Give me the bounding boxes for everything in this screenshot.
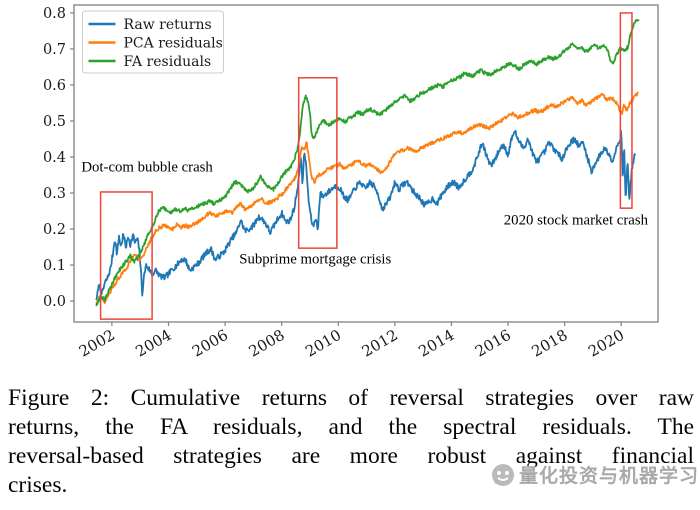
caption-line: returns, the FA residuals, and the spect… [8,414,694,440]
x-tick-label: 2004 [132,326,174,361]
y-tick-label: 0.0 [43,294,66,310]
legend-label: Raw returns [124,17,212,33]
x-tick-label: 2008 [246,326,288,361]
x-tick-label: 2014 [415,326,457,361]
x-tick-label: 2012 [359,326,401,361]
x-tick-label: 2020 [585,326,627,361]
cumulative-returns-chart: 0.0 0.1 0.2 0.3 0.4 0.5 0.6 0.7 0.8 2002 2004 2006 2… [43,4,659,361]
y-tick-label: 0.7 [43,42,66,58]
x-tick-label: 2010 [302,326,344,361]
y-tick-label: 0.3 [43,186,66,202]
annotation-label-subprime-mortgage-crisis: Subprime mortgage crisis [239,251,391,267]
x-tick-label: 2018 [529,326,571,361]
legend-label: FA residuals [124,54,212,70]
annotation-box-2020-stock-market-crash [619,12,633,209]
y-tick-label: 0.8 [43,6,66,22]
caption-line: crises. [8,472,68,498]
y-tick-label: 0.6 [43,78,66,94]
x-tick-label: 2006 [189,326,231,361]
annotation-label-2020-stock-market-crash: 2020 stock market crash [504,213,649,229]
x-tick-label: 2016 [472,326,514,361]
y-tick-label: 0.2 [43,222,66,238]
legend-label: PCA residuals [124,36,223,52]
series-line-raw-returns [95,129,636,301]
y-tick-label: 0.5 [43,114,66,130]
y-tick-label: 0.1 [43,258,66,274]
caption-line: Figure 2: Cumulative returns of reversal… [8,385,694,411]
x-tick-label: 2002 [76,326,118,361]
legend-box [82,10,224,74]
annotation-box-subprime-mortgage-crisis [297,77,338,249]
caption-line: reversal-based strategies are more robus… [8,443,694,469]
annotation-box-dot-com-bubble-crash [99,191,153,320]
annotation-label-dot-com-bubble-crash: Dot-com bubble crash [81,159,213,175]
series-line-pca-residuals [95,91,639,304]
y-tick-label: 0.4 [43,150,66,166]
plot-frame [73,4,659,323]
series-line-fa-residuals [95,19,640,307]
figure-caption: Figure 2: Cumulative returns of reversal… [8,384,694,500]
